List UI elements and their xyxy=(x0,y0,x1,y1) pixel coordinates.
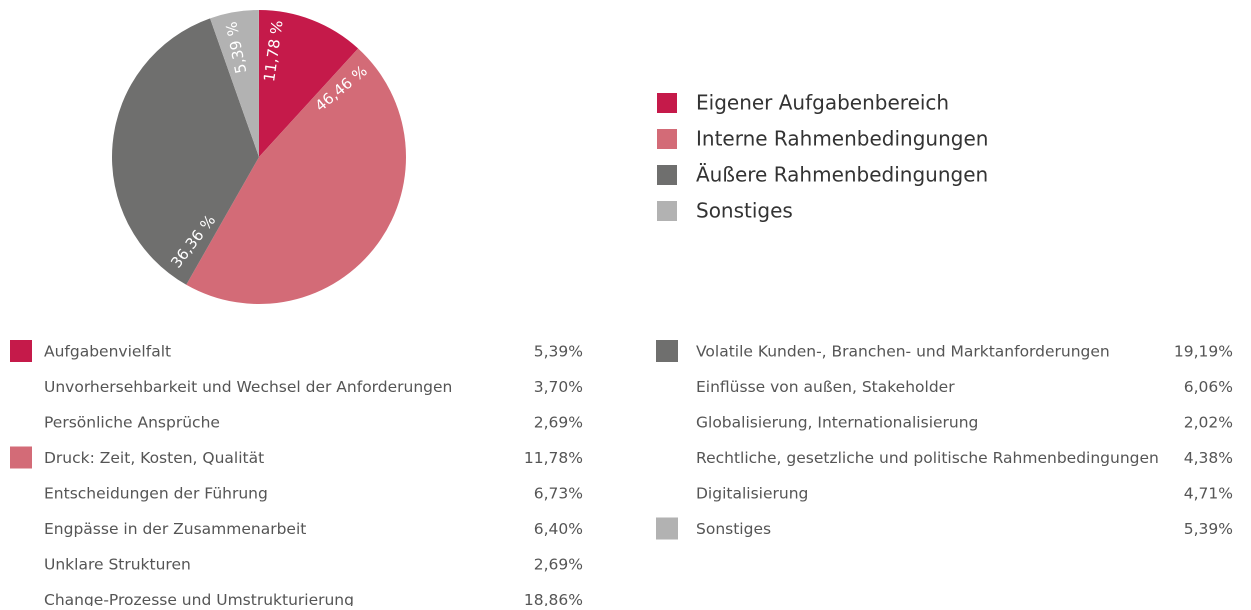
row-label: Volatile Kunden-, Branchen- und Marktanf… xyxy=(696,343,1110,361)
row-value: 2,69% xyxy=(534,414,583,432)
pie-slice xyxy=(210,10,259,157)
legend-label: Interne Rahmenbedingungen xyxy=(696,127,988,151)
row-label: Unvorhersehbarkeit und Wechsel der Anfor… xyxy=(44,378,452,396)
row-value: 5,39% xyxy=(534,343,583,361)
legend-label: Sonstiges xyxy=(696,199,793,223)
legend-swatch xyxy=(657,165,677,185)
pie-slice xyxy=(112,18,259,285)
row-value: 6,40% xyxy=(534,520,583,538)
pie-slice xyxy=(259,10,359,157)
legend-label: Eigener Aufgabenbereich xyxy=(696,91,949,115)
legend-swatch xyxy=(657,129,677,149)
group-swatch xyxy=(656,517,678,540)
row-label: Digitalisierung xyxy=(696,485,808,503)
row-label: Einflüsse von außen, Stakeholder xyxy=(696,378,955,396)
row-label: Rechtliche, gesetzliche und politische R… xyxy=(696,449,1159,467)
row-label: Aufgabenvielfalt xyxy=(44,343,171,361)
pie-slice xyxy=(186,48,406,304)
row-value: 11,78% xyxy=(524,449,583,467)
legend-swatch xyxy=(657,201,677,221)
row-label: Sonstiges xyxy=(696,520,771,538)
row-label: Unklare Strukturen xyxy=(44,556,191,574)
row-value: 18,86% xyxy=(524,591,583,606)
row-value: 19,19% xyxy=(1174,343,1233,361)
row-value: 4,38% xyxy=(1184,449,1233,467)
row-value: 3,70% xyxy=(534,378,583,396)
row-value: 6,06% xyxy=(1184,378,1233,396)
row-label: Persönliche Ansprüche xyxy=(44,414,220,432)
group-swatch xyxy=(656,340,678,362)
row-value: 6,73% xyxy=(534,485,583,503)
row-label: Entscheidungen der Führung xyxy=(44,485,268,503)
legend-swatch xyxy=(657,93,677,113)
row-value: 5,39% xyxy=(1184,520,1233,538)
row-value: 2,69% xyxy=(534,556,583,574)
row-label: Change-Prozesse und Umstrukturierung xyxy=(44,591,354,606)
row-label: Globalisierung, Internationalisierung xyxy=(696,414,978,432)
row-value: 2,02% xyxy=(1184,414,1233,432)
legend-label: Äußere Rahmenbedingungen xyxy=(696,163,988,187)
row-label: Druck: Zeit, Kosten, Qualität xyxy=(44,449,264,467)
row-label: Engpässe in der Zusammenarbeit xyxy=(44,520,306,538)
group-swatch xyxy=(10,340,32,362)
group-swatch xyxy=(10,446,32,469)
row-value: 4,71% xyxy=(1184,485,1233,503)
